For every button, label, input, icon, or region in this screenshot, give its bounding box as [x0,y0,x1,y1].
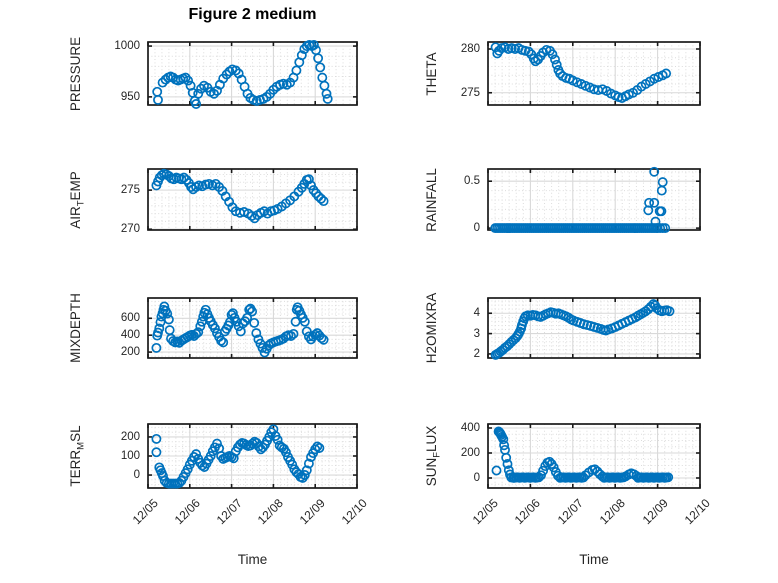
y-tick-label: 4 [473,307,480,320]
scatter-points [490,299,675,360]
y-tick-label: 280 [460,43,480,55]
y-tick-label: 600 [120,312,140,325]
y-tick-label: 270 [120,223,140,236]
y-tick-label: 200 [460,447,480,459]
y-tick-label: 0.5 [464,175,480,188]
subplot-sun_flux [487,423,701,489]
scatter-points [151,301,329,358]
y-tick-label: 0 [133,469,140,482]
y-tick-label: 275 [120,184,140,197]
subplot-pressure [147,40,358,109]
y-tick-label: 2 [473,347,480,360]
scatter-points [152,40,333,109]
y-tick-label: 200 [120,346,140,359]
y-axis-label: TERRMSL [68,425,87,487]
x-axis-label-right: Time [579,552,609,567]
y-tick-label: 3 [473,327,480,340]
figure-title: Figure 2 medium [188,6,317,23]
subplot-h2omixra [487,297,701,360]
y-tick-label: 400 [460,422,480,434]
y-tick-label: 100 [120,450,140,462]
y-tick-label: 200 [120,430,140,443]
scatter-points [490,166,671,234]
scatter-points [491,426,674,483]
subplot-mixdepth [147,297,358,359]
subplot-terr_msl [147,423,358,489]
y-tick-label: 0 [473,222,480,235]
subplot-air_temp [147,168,358,231]
scatter-points [490,42,672,103]
subplot-theta [487,41,701,106]
y-tick-label: 400 [120,329,140,342]
y-axis-label: SUNFLUX [424,425,443,487]
scatter-points [151,424,325,489]
y-tick-label: 0 [473,472,480,484]
x-axis-label-left: Time [237,552,268,567]
scatter-points [151,168,329,224]
y-tick-label: 950 [120,90,140,103]
subplot-rainfall [487,166,701,234]
y-tick-label: 275 [460,86,480,99]
y-tick-label: 1000 [114,40,140,53]
